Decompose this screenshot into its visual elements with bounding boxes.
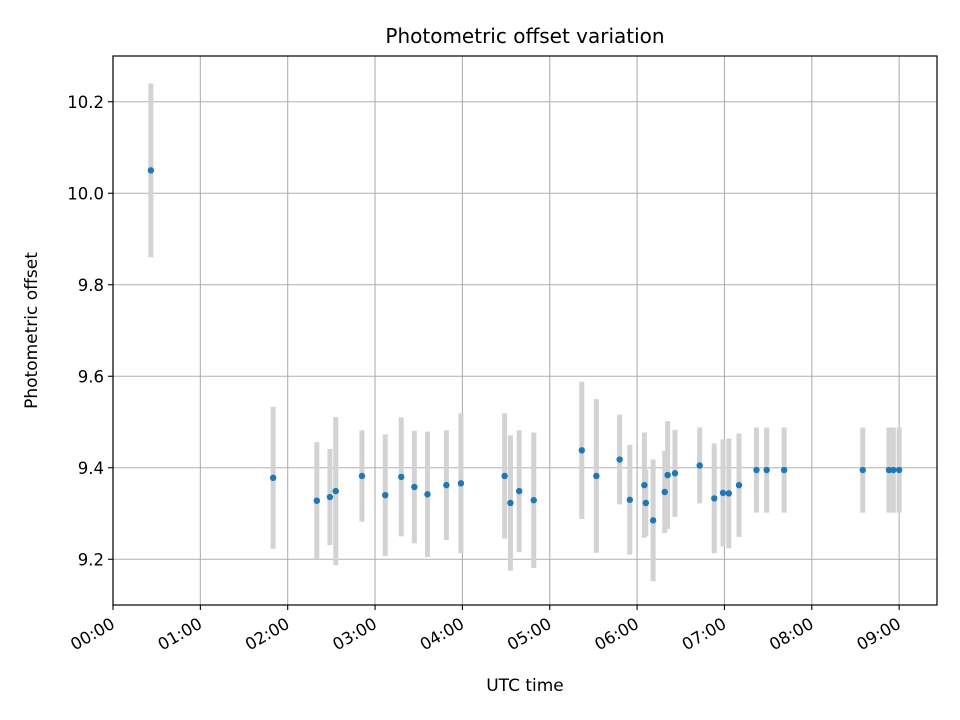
data-point [641,481,648,489]
data-point [358,472,366,480]
x-axis-title: UTC time [486,676,564,696]
data-point [890,466,897,474]
data-point [382,492,389,499]
data-point [735,481,743,489]
data-point [616,456,623,463]
data-point [661,488,668,496]
data-point [895,466,903,474]
data-point [664,471,671,479]
data-point [424,491,431,498]
data-point [147,167,155,174]
data-point [725,490,733,497]
chart-title: Photometric offset variation [385,24,664,48]
data-point [780,466,788,474]
y-axis-title: Photometric offset [22,252,42,409]
data-point [859,466,866,474]
data-point [649,517,657,524]
y-tick-label: 9.6 [78,367,104,386]
data-point [578,447,585,454]
data-point [763,466,770,474]
data-point [719,489,727,497]
data-point [593,472,600,480]
data-point [696,462,703,469]
data-point [313,497,321,504]
y-tick-label: 9.8 [78,276,104,295]
data-point [671,470,679,477]
data-point [326,493,334,501]
y-tick-label: 10.0 [67,184,104,203]
data-point [411,483,418,491]
y-tick-label: 9.2 [78,550,104,569]
data-point [332,487,339,495]
data-point [398,473,405,481]
data-point [515,487,523,495]
y-tick-label: 10.2 [67,93,104,112]
data-point [501,472,508,480]
data-point [626,496,634,503]
data-point [269,474,277,482]
grid [112,56,937,605]
data-point [530,497,537,504]
data-points [147,167,903,524]
data-point [507,499,514,507]
data-point [457,480,465,487]
data-point [443,481,450,489]
data-point [711,495,718,502]
data-point [642,499,650,507]
y-tick-label: 9.4 [78,459,104,478]
plot-frame [112,55,938,606]
data-point [753,466,760,474]
